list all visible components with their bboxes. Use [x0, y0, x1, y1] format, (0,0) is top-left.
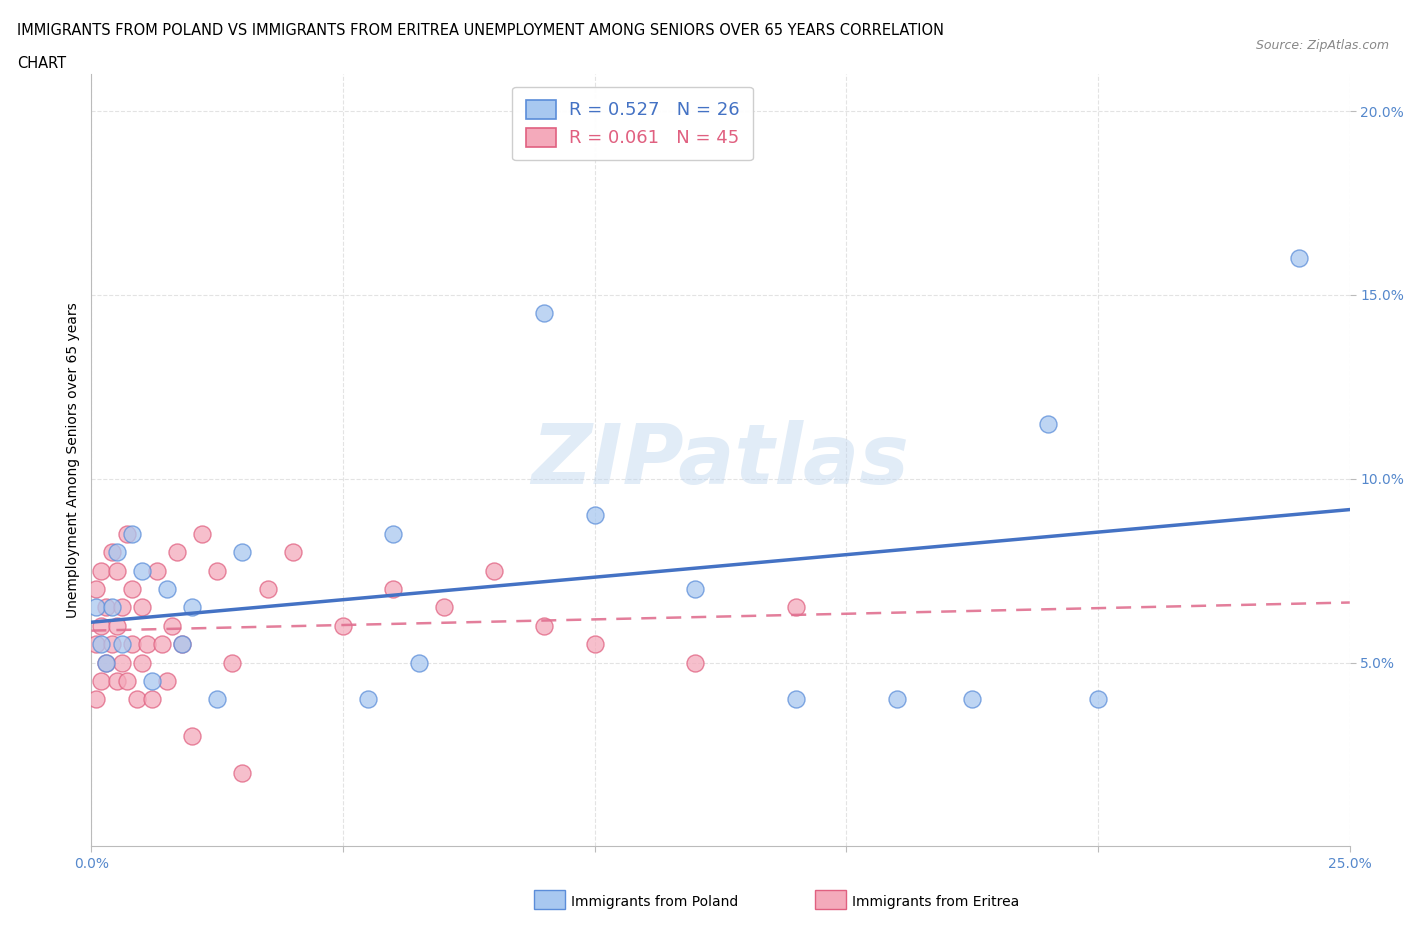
- Point: [90, 637, 112, 652]
- Point: [105, 564, 128, 578]
- Point: [90, 673, 112, 688]
- Legend: R = 0.527   N = 26, R = 0.061   N = 45: R = 0.527 N = 26, R = 0.061 N = 45: [512, 86, 752, 160]
- Point: [181, 600, 204, 615]
- Point: [100, 637, 122, 652]
- Point: [332, 618, 354, 633]
- Point: [166, 545, 188, 560]
- Y-axis label: Unemployment Among Seniors over 65 years: Unemployment Among Seniors over 65 years: [66, 302, 80, 618]
- Point: [1288, 251, 1310, 266]
- Point: [231, 765, 253, 780]
- Point: [141, 673, 163, 688]
- Point: [583, 508, 606, 523]
- Point: [121, 637, 143, 652]
- Point: [533, 618, 555, 633]
- Point: [281, 545, 304, 560]
- Point: [146, 564, 169, 578]
- Point: [256, 581, 278, 596]
- Point: [105, 673, 128, 688]
- Point: [886, 692, 908, 707]
- Point: [221, 655, 243, 670]
- Point: [160, 618, 183, 633]
- Point: [86, 637, 108, 652]
- Point: [90, 618, 112, 633]
- Text: IMMIGRANTS FROM POLAND VS IMMIGRANTS FROM ERITREA UNEMPLOYMENT AMONG SENIORS OVE: IMMIGRANTS FROM POLAND VS IMMIGRANTS FRO…: [17, 23, 943, 38]
- Point: [1036, 416, 1059, 431]
- Point: [96, 655, 118, 670]
- Text: Immigrants from Poland: Immigrants from Poland: [571, 895, 738, 910]
- Point: [231, 545, 253, 560]
- Point: [100, 545, 122, 560]
- Text: CHART: CHART: [17, 56, 66, 71]
- Point: [96, 600, 118, 615]
- Point: [110, 637, 132, 652]
- Point: [110, 600, 132, 615]
- Point: [90, 564, 112, 578]
- Point: [785, 692, 807, 707]
- Point: [105, 545, 128, 560]
- Point: [125, 692, 148, 707]
- Point: [96, 655, 118, 670]
- Point: [685, 581, 707, 596]
- Point: [121, 581, 143, 596]
- Point: [685, 655, 707, 670]
- Point: [482, 564, 505, 578]
- Point: [115, 673, 138, 688]
- Point: [583, 637, 606, 652]
- Point: [86, 600, 108, 615]
- Point: [170, 637, 193, 652]
- Point: [86, 692, 108, 707]
- Point: [115, 526, 138, 541]
- Point: [1087, 692, 1109, 707]
- Point: [533, 306, 555, 321]
- Point: [357, 692, 380, 707]
- Point: [382, 581, 405, 596]
- Point: [382, 526, 405, 541]
- Point: [100, 600, 122, 615]
- Point: [191, 526, 214, 541]
- Point: [181, 728, 204, 743]
- Point: [105, 618, 128, 633]
- Text: Immigrants from Eritrea: Immigrants from Eritrea: [852, 895, 1019, 910]
- Point: [205, 564, 228, 578]
- Point: [156, 673, 179, 688]
- Point: [121, 526, 143, 541]
- Point: [962, 692, 984, 707]
- Point: [785, 600, 807, 615]
- Point: [150, 637, 173, 652]
- Point: [135, 637, 157, 652]
- Point: [141, 692, 163, 707]
- Point: [170, 637, 193, 652]
- Point: [131, 600, 153, 615]
- Point: [131, 564, 153, 578]
- Point: [408, 655, 430, 670]
- Text: ZIPatlas: ZIPatlas: [531, 419, 910, 501]
- Point: [205, 692, 228, 707]
- Point: [433, 600, 456, 615]
- Point: [156, 581, 179, 596]
- Text: Source: ZipAtlas.com: Source: ZipAtlas.com: [1256, 39, 1389, 52]
- Point: [110, 655, 132, 670]
- Point: [131, 655, 153, 670]
- Point: [86, 581, 108, 596]
